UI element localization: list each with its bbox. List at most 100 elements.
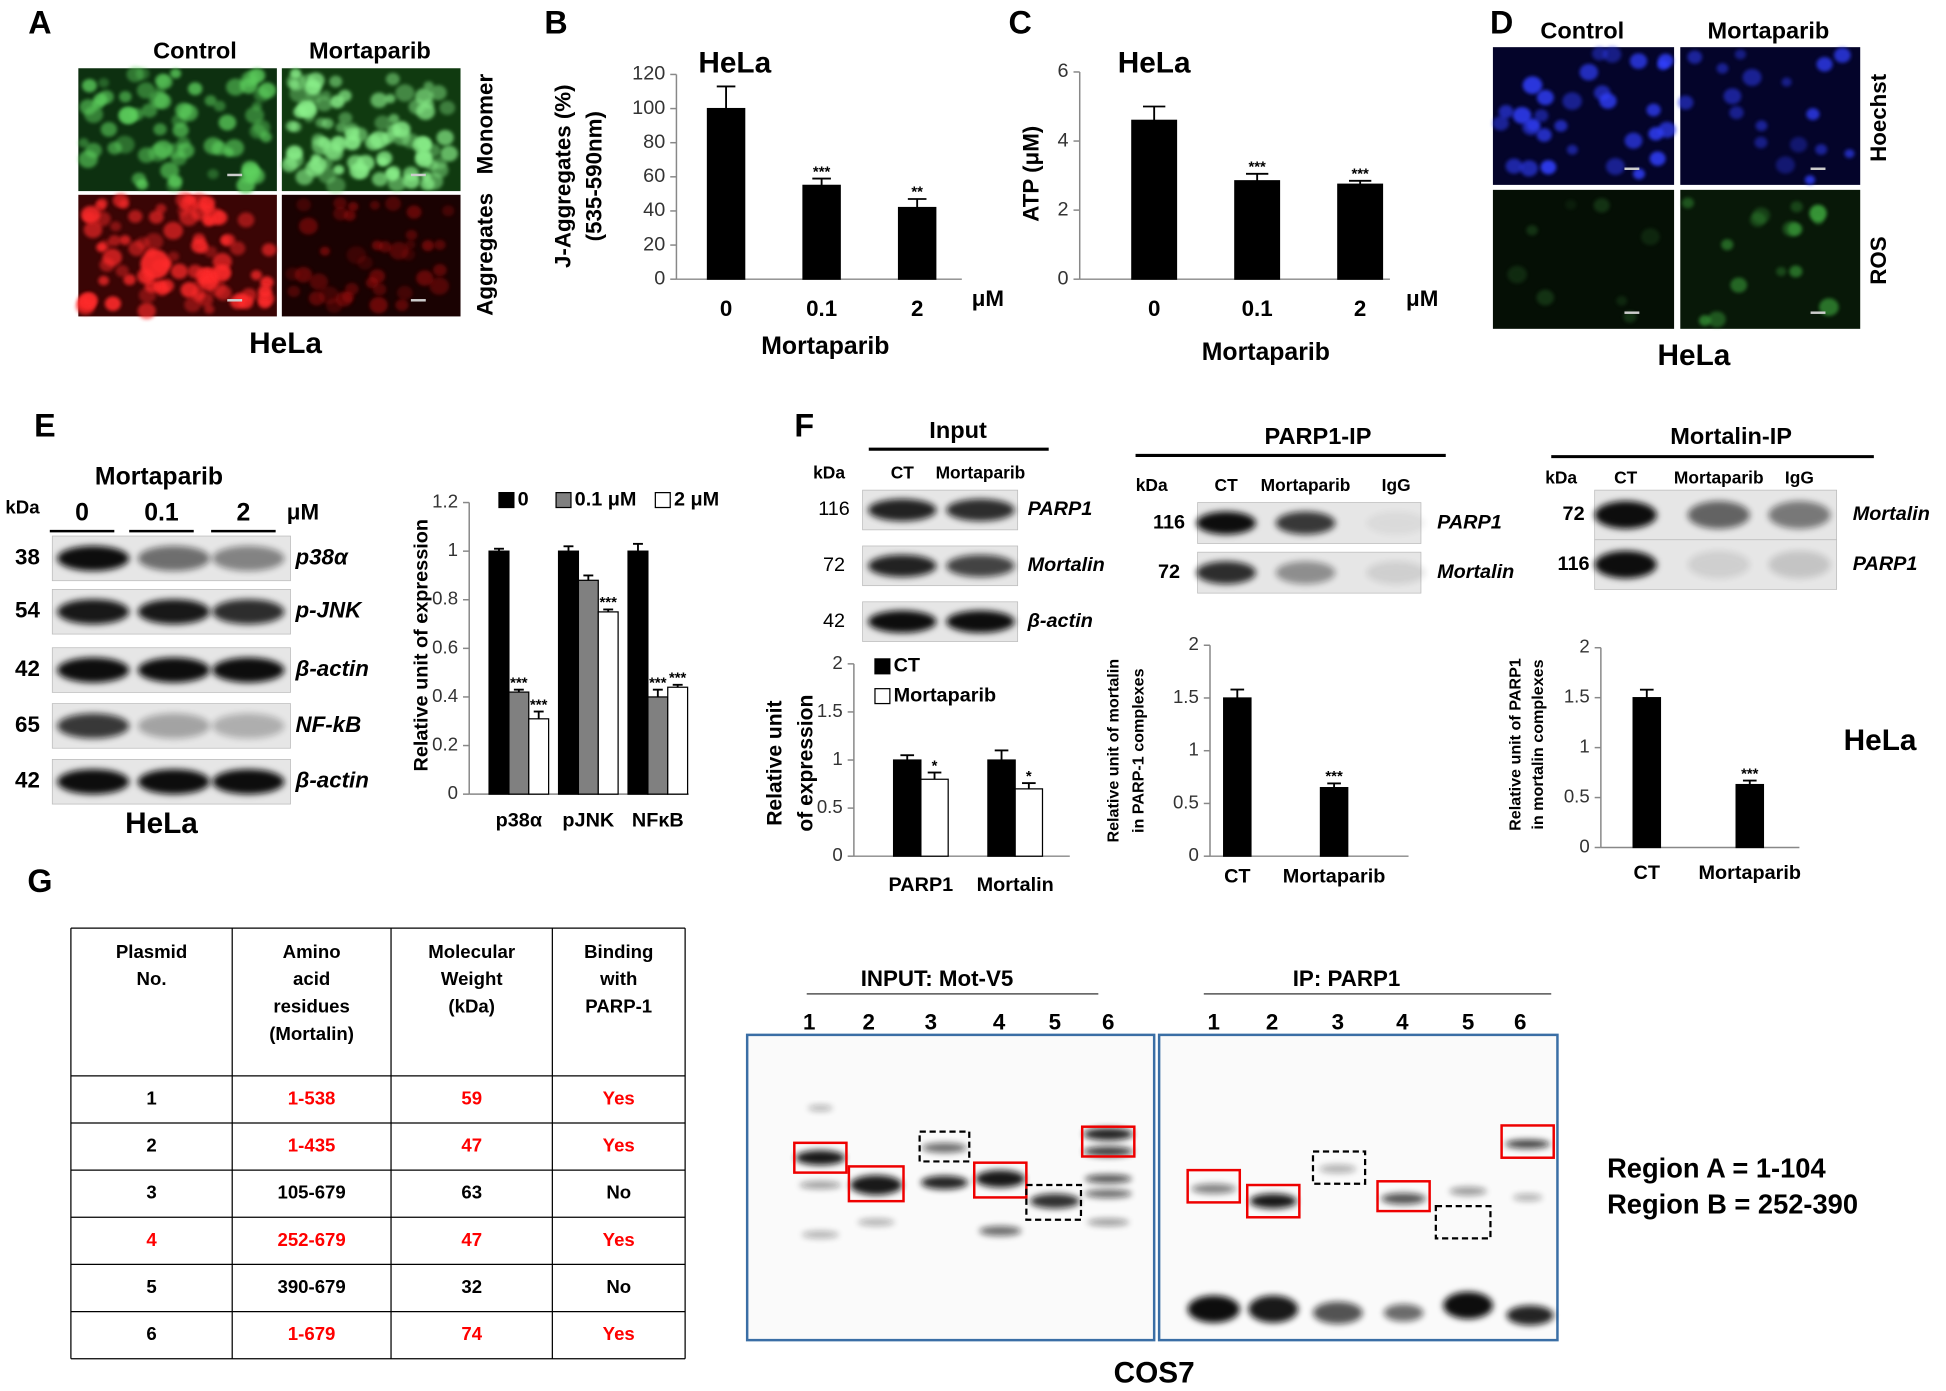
cell: [204, 246, 218, 258]
cell: [172, 122, 189, 138]
y-tick-label: 0: [1057, 267, 1068, 289]
cell: [1742, 68, 1762, 87]
gel-title: INPUT: Mot-V5: [861, 966, 1014, 991]
binding-box: [973, 1161, 1028, 1199]
y-tick-label: 0.5: [817, 796, 843, 817]
kda-label: 42: [823, 610, 845, 632]
blot-band: [57, 713, 130, 739]
y-tick-label: 2: [1057, 198, 1068, 220]
blot-band: [1275, 561, 1336, 585]
cell: [1790, 201, 1803, 213]
legend-label: 0: [518, 488, 529, 510]
kda-header: kDa: [1545, 468, 1577, 488]
y-tick-label: 0: [1579, 835, 1589, 856]
region-note: Region A = 1-104: [1607, 1152, 1826, 1183]
cell: [433, 263, 447, 277]
bar: [892, 759, 922, 857]
scale-bar: [227, 299, 243, 302]
kda-header: kDa: [813, 463, 845, 483]
cell: [406, 205, 422, 219]
cell: [207, 168, 219, 180]
cell: [261, 243, 277, 257]
kda-header: kDa: [1136, 475, 1168, 495]
cell: [309, 273, 329, 291]
cell: [214, 285, 232, 301]
cell: [385, 93, 396, 104]
x-tick-label: Mortalin: [977, 874, 1054, 896]
gel-band: [975, 1170, 1026, 1188]
cell: [290, 121, 302, 133]
y-axis-label: in mortalin complexes: [1529, 659, 1547, 829]
cell: [1605, 158, 1625, 176]
cell: [289, 84, 309, 103]
cell: [244, 69, 262, 86]
scale-bar: [1810, 167, 1826, 170]
kda-label: 38: [15, 544, 40, 569]
bar: [1632, 697, 1662, 849]
cell: [345, 282, 359, 296]
cell: [416, 270, 434, 286]
cell: [193, 292, 204, 303]
gel-band: [1187, 1295, 1240, 1323]
bar: [1131, 119, 1178, 280]
blot-band: [137, 713, 210, 739]
cell: [140, 249, 171, 280]
cell: [1776, 266, 1787, 277]
table-header: Molecular: [428, 941, 515, 962]
no-binding-box: [1434, 1204, 1492, 1240]
y-axis-label: Relative unit of expression: [410, 519, 432, 772]
cell: [1593, 85, 1611, 101]
cell: [1522, 76, 1543, 95]
cell: [338, 111, 353, 125]
protein-label: Mortalin: [1437, 561, 1514, 583]
blot-title: Input: [929, 417, 987, 443]
protein-label: β-actin: [294, 768, 368, 793]
cell: [440, 145, 458, 162]
cell: [371, 171, 388, 187]
legend-swatch: [555, 491, 572, 509]
no-binding-box: [1025, 1183, 1083, 1221]
blot-band: [137, 599, 210, 625]
blot-band: [137, 769, 210, 795]
cell: [119, 235, 131, 246]
cell: [221, 233, 236, 247]
bar: [597, 611, 619, 795]
chart-title: HeLa: [698, 46, 771, 79]
region-note: Region B = 252-390: [1607, 1188, 1858, 1219]
gel-band: [1312, 1301, 1363, 1324]
cell: [229, 294, 247, 310]
blot-band: [868, 498, 937, 522]
y-tick-label: 1: [1188, 739, 1198, 760]
blot-band: [212, 545, 285, 571]
blot-band: [57, 545, 130, 571]
blot-band: [137, 545, 210, 571]
blot-band: [57, 657, 130, 683]
cell: [137, 302, 156, 320]
table-cell: 1-435: [288, 1134, 336, 1155]
cell: [163, 221, 184, 240]
gel-band: [920, 1175, 969, 1190]
y-tick-label: 0.2: [432, 733, 458, 754]
bar: [1337, 183, 1384, 280]
protein-label: p-JNK: [294, 598, 363, 623]
bar: [987, 759, 1016, 857]
cell: [319, 246, 330, 256]
y-tick-label: 1.5: [1173, 686, 1199, 707]
lane-label: CT: [1614, 468, 1638, 488]
cell: [329, 75, 343, 88]
lane-label: CT: [891, 463, 915, 483]
cell: [386, 123, 402, 137]
y-tick-label: 1.2: [432, 490, 458, 511]
blot-band: [212, 599, 285, 625]
significance: ***: [813, 164, 831, 180]
panel-label: A: [28, 4, 51, 40]
cell: [395, 84, 415, 102]
cell: [96, 242, 107, 253]
x-tick-label: Mortaparib: [1699, 862, 1802, 884]
y-tick-label: 120: [632, 63, 665, 85]
significance: ***: [530, 697, 548, 713]
blot-band: [1768, 550, 1831, 579]
y-axis-label: Relative unit of PARP1: [1507, 658, 1525, 831]
binding-box: [1500, 1124, 1555, 1159]
x-tick-label: 0.1: [806, 296, 837, 321]
